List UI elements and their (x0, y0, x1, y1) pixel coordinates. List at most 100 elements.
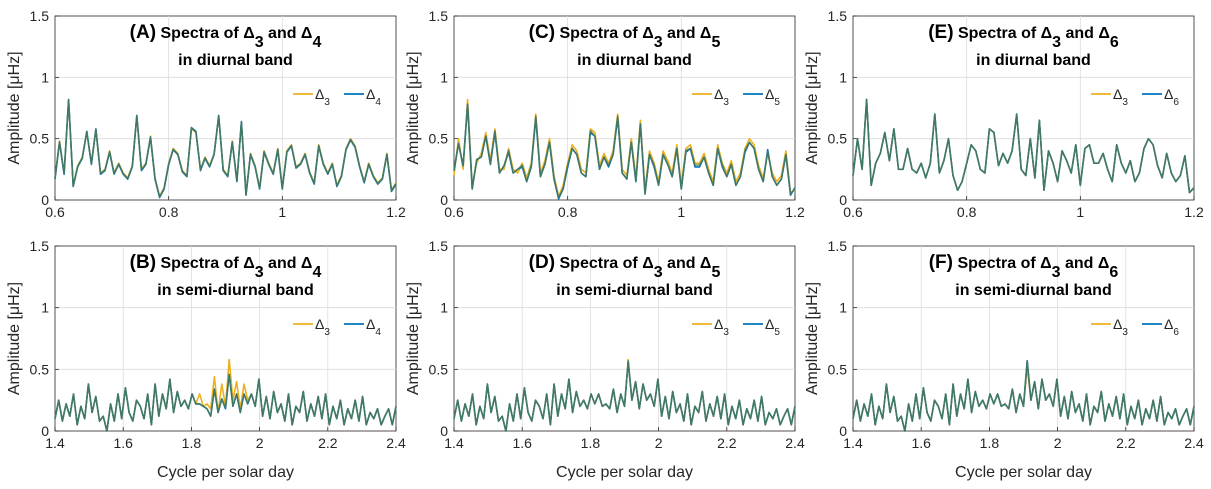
panel-letter: (C) (529, 22, 555, 43)
panel-letter: (A) (130, 22, 156, 43)
y-tick-label: 1.5 (828, 8, 848, 24)
x-tick-label: 0.6 (444, 204, 464, 220)
x-axis-label: Cycle per solar day (157, 464, 294, 481)
y-tick-label: 1 (440, 69, 448, 85)
series-overlap-line (453, 103, 796, 199)
x-tick-label: 0.6 (843, 204, 863, 220)
x-tick-label: 0.8 (957, 204, 977, 220)
y-tick-label: 0.5 (429, 361, 449, 377)
legend: Δ3 Δ4 (293, 86, 381, 108)
y-tick-label: 0 (440, 423, 448, 439)
x-tick-label: 1.2 (1184, 204, 1204, 220)
panel-title-line1: (B) Spectra of Δ3 and Δ4 (130, 252, 322, 281)
panel-e: 0.6 0.8 1 1.2 0 0.5 1 1.5 Amplitude [μHz] (E) Spe… (804, 8, 1204, 220)
plot-area (54, 15, 397, 201)
panel-d: 1.4 1.6 1.8 2 2.2 2.4 0 0.5 1 1.5 Amplitude [μHz] C… (405, 238, 805, 481)
y-axis-label: Amplitude [μHz] (405, 282, 422, 395)
x-tick-label: 1.8 (581, 435, 601, 451)
plot-area (453, 15, 796, 201)
y-tick-label: 1.5 (828, 238, 848, 254)
y-tick-label: 0.5 (828, 131, 848, 147)
x-tick-label: 0.6 (45, 204, 65, 220)
panel-title-line1: (D) Spectra of Δ3 and Δ5 (529, 252, 721, 281)
y-tick-label: 0.5 (828, 361, 848, 377)
x-tick-label: 2.2 (318, 435, 338, 451)
x-axis-label: Cycle per solar day (955, 464, 1092, 481)
panel-f: 1.4 1.6 1.8 2 2.2 2.4 0 0.5 1 1.5 Amplitude [μHz] C… (804, 238, 1204, 481)
legend-entry: Δ5 (765, 86, 780, 108)
legend-entry: Δ4 (366, 86, 381, 108)
y-tick-label: 1 (839, 300, 847, 316)
legend-entry: Δ3 (714, 86, 729, 108)
panel-title-line1: (C) Spectra of Δ3 and Δ5 (529, 22, 721, 51)
x-tick-label: 2 (256, 435, 264, 451)
legend: Δ3 Δ5 (692, 86, 780, 108)
y-tick-label: 0 (41, 192, 49, 208)
x-tick-label: 2 (655, 435, 663, 451)
panel-title-line2: in diurnal band (178, 52, 293, 69)
x-tick-label: 2.2 (1116, 435, 1136, 451)
y-axis-label: Amplitude [μHz] (405, 51, 422, 164)
x-tick-label: 1.6 (911, 435, 931, 451)
y-axis-label: Amplitude [μHz] (804, 282, 821, 395)
plot-area (852, 15, 1195, 201)
panel-title-line2: in semi-diurnal band (157, 282, 313, 299)
panel-letter: (D) (529, 252, 555, 273)
y-axis-label: Amplitude [μHz] (6, 51, 23, 164)
x-tick-label: 0.8 (558, 204, 578, 220)
x-tick-label: 1.6 (512, 435, 532, 451)
panel-c: 0.6 0.8 1 1.2 0 0.5 1 1.5 Amplitude [μHz] (C) Spe… (405, 8, 805, 220)
x-tick-label: 1 (278, 204, 286, 220)
panel-title-line2: in diurnal band (577, 52, 692, 69)
series-overlap-line (852, 359, 1195, 432)
y-axis-label: Amplitude [μHz] (6, 282, 23, 395)
panel-title-line1: (E) Spectra of Δ3 and Δ6 (928, 22, 1119, 51)
x-tick-label: 1 (677, 204, 685, 220)
y-tick-label: 0.5 (429, 131, 449, 147)
y-tick-label: 1.5 (429, 8, 449, 24)
panel-title-line1: (A) Spectra of Δ3 and Δ4 (130, 22, 322, 51)
y-tick-label: 0 (839, 423, 847, 439)
panel-letter: (B) (130, 252, 156, 273)
panel-b: 1.4 1.6 1.8 2 2.2 2.4 0 0.5 1 1.5 Amplitude [μHz] C… (6, 238, 406, 481)
x-tick-label: 1.4 (843, 435, 863, 451)
legend-entry: Δ3 (1113, 86, 1128, 108)
x-tick-label: 1 (1076, 204, 1084, 220)
x-tick-label: 1.8 (182, 435, 202, 451)
y-tick-label: 1.5 (30, 238, 50, 254)
y-tick-label: 1 (839, 69, 847, 85)
legend: Δ3 Δ4 (293, 316, 381, 338)
y-tick-label: 1.5 (30, 8, 50, 24)
y-tick-label: 0.5 (30, 361, 50, 377)
x-tick-label: 1.4 (444, 435, 464, 451)
x-tick-label: 2.4 (785, 435, 805, 451)
y-axis-label: Amplitude [μHz] (804, 51, 821, 164)
panel-title-line2: in semi-diurnal band (556, 282, 712, 299)
y-tick-label: 1 (440, 300, 448, 316)
legend: Δ3 Δ6 (1091, 86, 1179, 108)
y-tick-label: 1 (41, 69, 49, 85)
x-tick-label: 1.6 (113, 435, 133, 451)
legend-entry: Δ3 (315, 86, 330, 108)
x-tick-label: 1.2 (386, 204, 406, 220)
y-tick-label: 1 (41, 300, 49, 316)
series-overlap-line (453, 359, 796, 432)
panel-a: 0.6 0.8 1 1.2 0 0.5 1 1.5 Amplitude [μHz] (A) Spe… (6, 8, 406, 220)
legend: Δ3 Δ6 (1091, 316, 1179, 338)
panel-title-line1: (F) Spectra of Δ3 and Δ6 (929, 252, 1119, 281)
series-overlap-line (54, 373, 397, 432)
y-tick-label: 0.5 (30, 131, 50, 147)
y-tick-label: 1.5 (429, 238, 449, 254)
legend-entry: Δ6 (1164, 316, 1179, 338)
x-tick-label: 1.2 (785, 204, 805, 220)
series-overlap-line (852, 98, 1195, 194)
panel-letter: (F) (929, 252, 953, 273)
x-tick-label: 0.8 (159, 204, 179, 220)
panel-letter: (E) (928, 22, 953, 43)
legend-entry: Δ3 (1113, 316, 1128, 338)
legend-entry: Δ3 (315, 316, 330, 338)
legend-entry: Δ3 (714, 316, 729, 338)
y-tick-label: 0 (839, 192, 847, 208)
legend: Δ3 Δ5 (692, 316, 780, 338)
